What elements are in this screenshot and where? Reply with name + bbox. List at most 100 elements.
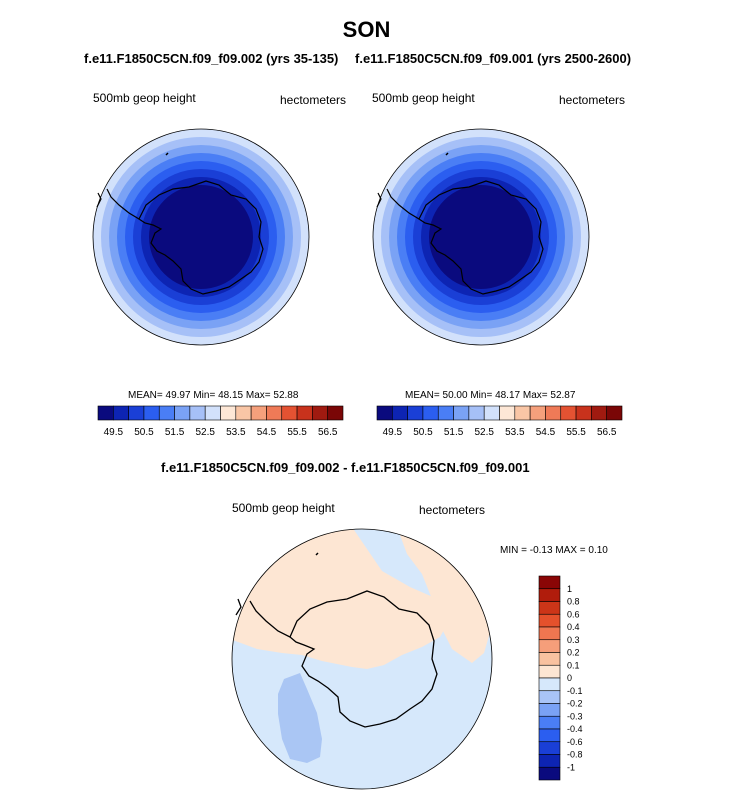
colorbar-swatch-14 <box>591 405 607 421</box>
right-case-title: f.e11.F1850C5CN.f09_f09.001 (yrs 2500-26… <box>355 51 632 66</box>
max-value: 52.88 <box>273 390 299 401</box>
right-colorbar: 49.5 50.5 51.5 52.5 53.5 54.5 55.5 56.5 <box>376 405 623 438</box>
colorbar-swatch-2 <box>128 405 145 421</box>
mean-label: MEAN= <box>128 390 163 401</box>
colorbar-swatch-7 <box>538 664 561 679</box>
left-units-label: hectometers <box>280 93 347 107</box>
colorbar-swatch-14 <box>538 754 561 768</box>
colorbar-swatch-8 <box>220 405 237 421</box>
colorbar-swatch-12 <box>560 405 577 421</box>
colorbar-tick-label: 49.5 <box>104 427 124 438</box>
diff-positive-region-west <box>232 529 450 669</box>
colorbar-swatch-0 <box>376 405 393 421</box>
colorbar-tick-label: 0.4 <box>567 622 580 632</box>
colorbar-tick-label: 53.5 <box>226 427 246 438</box>
antarctica-coastline <box>418 180 544 295</box>
island-mark <box>165 152 169 156</box>
diff-variable-label: 500mb geop height <box>232 501 335 515</box>
min-label: MIN = <box>500 545 527 556</box>
colorbar-swatch-4 <box>437 405 454 421</box>
colorbar-tick-label: 0.6 <box>567 609 580 619</box>
min-value: 48.15 <box>218 390 244 401</box>
colorbar-swatch-6 <box>189 405 206 421</box>
right-stats: MEAN= 50.00 Min= 48.17 Max= 52.87 <box>405 390 575 401</box>
colorbar-swatch-10 <box>250 405 267 421</box>
right-units-label: hectometers <box>559 93 626 107</box>
colorbar-swatch-9 <box>538 690 561 704</box>
min-value: -0.13 <box>529 545 553 556</box>
colorbar-swatch-12 <box>538 728 561 743</box>
colorbar-tick-label: 50.5 <box>134 427 154 438</box>
colorbar-swatch-7 <box>204 405 221 421</box>
right-variable-label: 500mb geop height <box>372 91 475 105</box>
colorbar-swatch-13 <box>296 405 313 421</box>
left-polar-map <box>92 128 310 346</box>
colorbar-swatch-6 <box>538 652 561 666</box>
colorbar-swatch-1 <box>538 588 561 602</box>
difference-colorbar: 1 0.8 0.6 0.4 0.3 0.2 0.1 0 -0.1 -0.2 -0.3 -0.4 -0.6… <box>538 575 583 781</box>
colorbar-swatch-2 <box>407 405 424 421</box>
colorbar-tick-label: -0.1 <box>567 686 583 696</box>
colorbar-swatch-13 <box>575 405 592 421</box>
colorbar-swatch-3 <box>422 405 439 421</box>
colorbar-swatch-8 <box>499 405 516 421</box>
left-map-rings <box>93 129 309 345</box>
colorbar-swatch-11 <box>538 715 561 730</box>
colorbar-tick-label: 0.1 <box>567 660 580 670</box>
colorbar-tick-label: 54.5 <box>257 427 277 438</box>
right-polar-map <box>372 128 590 346</box>
colorbar-swatch-9 <box>514 405 531 421</box>
max-value: 0.10 <box>588 545 608 556</box>
colorbar-swatch-1 <box>113 405 129 421</box>
colorbar-swatch-12 <box>281 405 298 421</box>
antarctica-coastline <box>289 590 438 728</box>
colorbar-tick-label: 1 <box>567 584 572 594</box>
colorbar-swatch-10 <box>538 703 561 717</box>
left-colorbar: 49.5 50.5 51.5 52.5 53.5 54.5 55.5 56.5 <box>97 405 344 438</box>
colorbar-tick-label: -0.6 <box>567 737 583 747</box>
colorbar-swatch-3 <box>538 613 561 628</box>
colorbar-swatch-5 <box>174 405 191 421</box>
colorbar-tick-label: -0.8 <box>567 750 583 760</box>
colorbar-tick-label: 0.8 <box>567 597 580 607</box>
colorbar-tick-label: -0.3 <box>567 711 583 721</box>
colorbar-swatch-1 <box>392 405 408 421</box>
map-outline <box>92 128 310 346</box>
colorbar-tick-label: 55.5 <box>287 427 307 438</box>
colorbar-tick-label: 51.5 <box>444 427 464 438</box>
colorbar-tick-label: 56.5 <box>318 427 338 438</box>
colorbar-tick-label: 0.2 <box>567 648 580 658</box>
colorbar-tick-label: -0.2 <box>567 699 583 709</box>
colorbar-tick-label: 55.5 <box>566 427 586 438</box>
page-title: SON <box>342 17 391 42</box>
ring-7 <box>149 185 253 289</box>
colorbar-swatch-3 <box>143 405 160 421</box>
colorbar-swatch-13 <box>538 741 561 755</box>
colorbar-swatch-0 <box>538 575 561 590</box>
island-mark <box>445 152 449 156</box>
antarctic-peninsula <box>386 188 420 220</box>
colorbar-tick-label: -0.4 <box>567 724 583 734</box>
max-label: Max= <box>522 390 548 401</box>
colorbar-swatch-11 <box>545 405 562 421</box>
colorbar-swatch-8 <box>538 677 561 692</box>
colorbar-tick-label: 51.5 <box>165 427 185 438</box>
min-label: Min= <box>470 390 493 401</box>
diff-negative-patch <box>278 673 322 763</box>
colorbar-swatch-11 <box>266 405 283 421</box>
colorbar-swatch-15 <box>538 766 561 781</box>
colorbar-tick-label: 56.5 <box>597 427 617 438</box>
antarctic-peninsula <box>106 188 140 220</box>
diff-stats: MIN = -0.13 MAX = 0.10 <box>500 545 608 556</box>
max-label: MAX = <box>555 545 586 556</box>
map-outline <box>372 128 590 346</box>
mean-value: 49.97 <box>165 390 191 401</box>
colorbar-swatch-4 <box>538 626 561 641</box>
colorbar-swatch-6 <box>468 405 485 421</box>
colorbar-swatch-5 <box>453 405 470 421</box>
mean-label: MEAN= <box>405 390 440 401</box>
difference-polar-map <box>231 528 493 790</box>
colorbar-swatch-15 <box>327 405 344 421</box>
mean-value: 50.00 <box>442 390 468 401</box>
antarctica-coastline <box>138 180 264 295</box>
